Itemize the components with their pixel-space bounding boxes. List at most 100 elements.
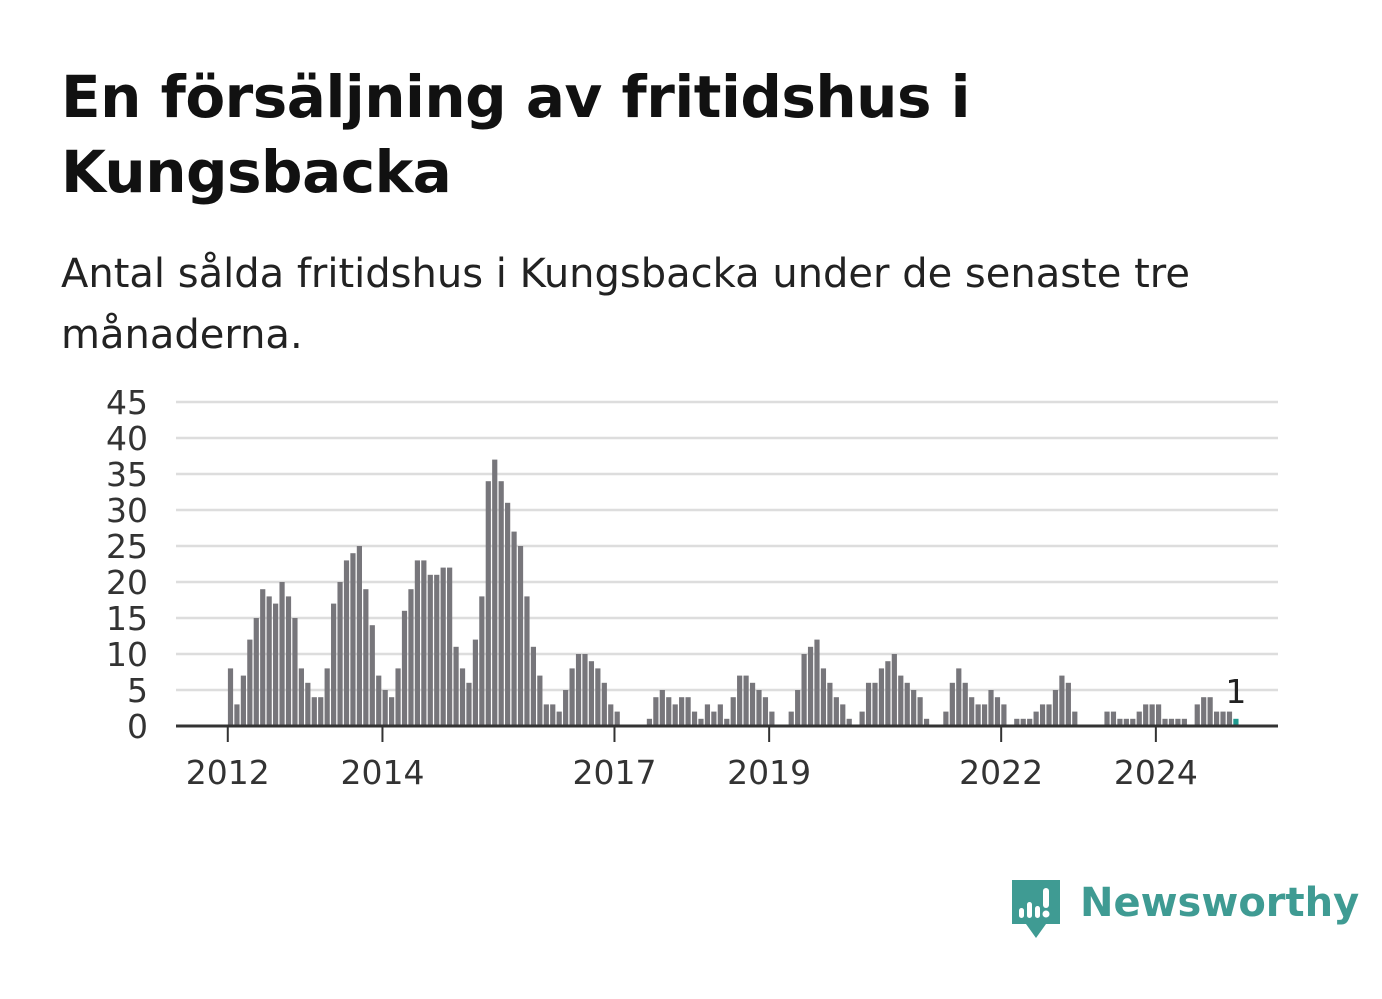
bar — [679, 697, 685, 726]
bar — [814, 639, 820, 726]
bar — [376, 675, 382, 726]
bar — [872, 682, 878, 726]
bar — [1162, 718, 1168, 726]
bar — [698, 718, 704, 726]
bar — [337, 582, 343, 726]
bar — [440, 567, 446, 726]
bar — [1233, 718, 1239, 726]
bar — [273, 603, 279, 726]
bar — [324, 668, 330, 726]
bars — [227, 459, 1239, 726]
bar — [769, 711, 775, 726]
bar — [279, 582, 285, 726]
bar — [318, 697, 324, 726]
bar — [614, 711, 620, 726]
bar — [608, 704, 614, 726]
bar — [743, 675, 749, 726]
bar — [1123, 718, 1129, 726]
bar — [479, 596, 485, 726]
bar — [414, 560, 420, 726]
bar — [1194, 704, 1200, 726]
bar — [556, 711, 562, 726]
bar — [762, 697, 769, 726]
bar — [247, 639, 253, 726]
x-tick-label: 2014 — [340, 753, 424, 792]
x-tick-label: 2017 — [572, 753, 656, 792]
bar — [582, 654, 588, 726]
bar — [1130, 718, 1136, 726]
bar — [601, 682, 607, 726]
newsworthy-logo-icon — [1012, 880, 1060, 938]
y-tick-label: 45 — [106, 383, 148, 422]
bar — [691, 711, 698, 726]
y-tick-label: 40 — [106, 419, 148, 458]
bar — [253, 618, 259, 726]
y-tick-label: 35 — [106, 455, 148, 494]
bar — [382, 690, 388, 726]
bar — [833, 697, 839, 726]
bar — [543, 704, 549, 726]
bar — [498, 481, 504, 726]
bar — [459, 668, 466, 726]
bar — [389, 697, 395, 726]
bar — [975, 704, 981, 726]
bar — [524, 596, 530, 726]
bar — [363, 589, 369, 726]
bar — [234, 704, 240, 726]
bar — [717, 704, 723, 726]
y-tick-label: 15 — [106, 599, 148, 638]
bar — [530, 646, 537, 726]
bar — [994, 697, 1001, 726]
bar — [659, 690, 665, 726]
bar — [537, 675, 543, 726]
bar — [672, 704, 678, 726]
x-tick-label: 2022 — [959, 753, 1043, 792]
bar — [292, 618, 298, 726]
bar — [1168, 718, 1175, 726]
bar — [1143, 704, 1149, 726]
bar — [1033, 711, 1039, 726]
bar — [911, 690, 917, 726]
bar — [505, 502, 511, 726]
y-tick-label: 10 — [106, 635, 148, 674]
bar — [311, 697, 317, 726]
bar — [885, 661, 891, 726]
bar — [285, 596, 292, 726]
bar — [427, 574, 433, 726]
bar — [466, 682, 472, 726]
x-tick-label: 2024 — [1114, 753, 1198, 792]
bar — [1213, 711, 1220, 726]
bar — [1052, 690, 1059, 726]
bar — [331, 603, 337, 726]
bar — [1104, 711, 1110, 726]
bar — [485, 481, 491, 726]
bar — [1014, 718, 1020, 726]
bar — [923, 718, 930, 726]
bar — [1020, 718, 1026, 726]
x-axis-ticks: 2012 2014 2017 2019 2022 2024 — [186, 726, 1198, 792]
chart-title: En försäljning av fritidshus i Kungsback… — [61, 63, 971, 206]
bar — [401, 610, 408, 726]
bar — [569, 668, 575, 726]
bar — [666, 697, 672, 726]
bar — [434, 574, 440, 726]
bar — [1226, 711, 1233, 726]
bar — [756, 690, 762, 726]
bar — [1201, 697, 1207, 726]
bar — [1181, 718, 1187, 726]
bar — [511, 531, 517, 726]
bar — [1117, 718, 1123, 726]
bar — [646, 718, 653, 726]
bar — [421, 560, 427, 726]
y-tick-label: 20 — [106, 563, 148, 602]
bar — [492, 459, 498, 726]
bar — [305, 682, 311, 726]
bar — [801, 654, 807, 726]
bar — [704, 704, 711, 726]
bar — [917, 697, 923, 726]
bar — [737, 675, 743, 726]
bar — [369, 625, 375, 726]
bar — [1220, 711, 1226, 726]
bar — [878, 668, 885, 726]
